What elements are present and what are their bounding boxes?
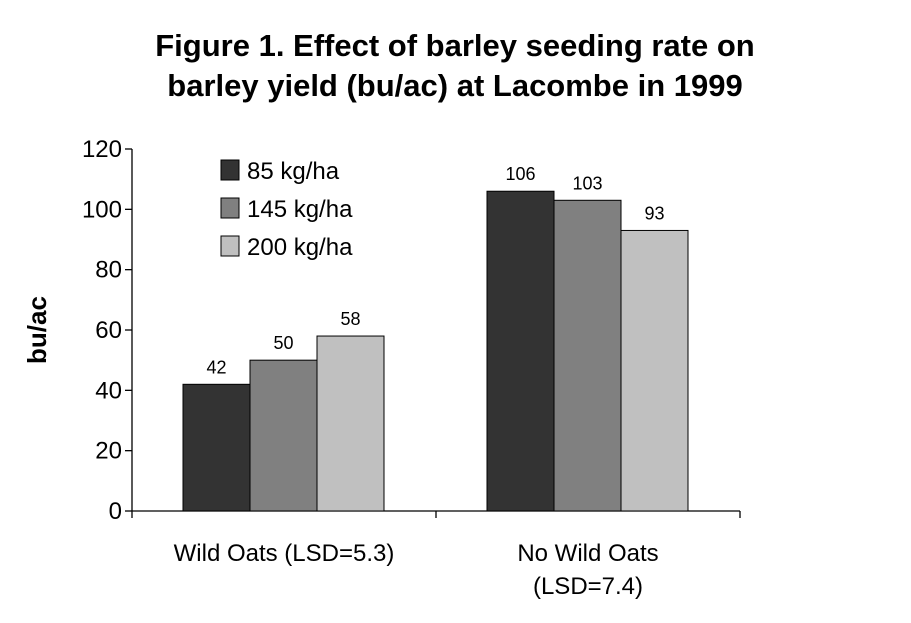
y-tick-label: 120 (82, 136, 122, 163)
x-category-label: No Wild Oats (517, 540, 658, 567)
bar (249, 359, 318, 512)
legend-swatch (220, 159, 240, 181)
y-tick-label: 20 (95, 438, 122, 465)
data-label: 58 (340, 309, 360, 329)
data-label: 42 (206, 357, 226, 377)
data-label: 106 (505, 164, 535, 184)
chart-title-line-1: Figure 1. Effect of barley seeding rate … (155, 28, 754, 63)
bar (486, 190, 555, 512)
x-category-label: (LSD=7.4) (533, 573, 643, 600)
y-tick-label: 40 (95, 377, 122, 404)
y-axis-label: bu/ac (22, 296, 52, 364)
bar (620, 229, 689, 512)
bar (316, 335, 385, 512)
legend-label: 200 kg/ha (247, 234, 353, 261)
y-tick-label: 100 (82, 196, 122, 223)
legend-label: 85 kg/ha (247, 158, 340, 185)
data-label: 50 (273, 333, 293, 353)
legend-swatch (220, 197, 240, 219)
y-tick-label: 80 (95, 257, 122, 284)
y-tick-label: 0 (109, 498, 122, 525)
y-tick-label: 60 (95, 317, 122, 344)
bar (182, 383, 251, 512)
bar (553, 199, 622, 512)
chart-title-line-2: barley yield (bu/ac) at Lacombe in 1999 (167, 68, 742, 103)
data-label: 103 (572, 173, 602, 193)
legend-swatch (220, 235, 240, 257)
x-category-label: Wild Oats (LSD=5.3) (174, 540, 395, 567)
data-label: 93 (644, 203, 664, 223)
legend-label: 145 kg/ha (247, 196, 353, 223)
plot-area: 0 20 40 60 80 100 120 42 106 50 103 58 93 Wild Oats (… (82, 136, 741, 600)
